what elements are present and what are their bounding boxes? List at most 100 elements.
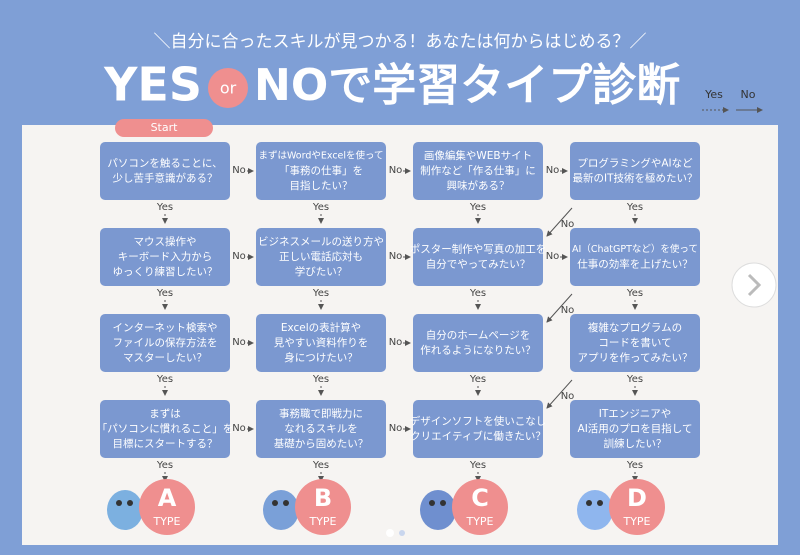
edge-label: Yes [156,202,173,213]
legend-no: No [741,88,756,101]
result-letter: B [314,484,332,512]
question-box [100,142,230,200]
question-text: なれるスキルを [284,423,358,435]
question-text: 仕事の効率を上げたい？ [577,258,693,271]
question-text: ファイルの保存方法を [113,336,218,349]
edge-label: Yes [156,374,173,385]
edge-label: No [389,423,403,434]
edge-label: Yes [312,288,329,299]
title-main: NOで学習タイプ診断 [254,60,680,111]
question-box [256,142,386,200]
question-text: コードを書いて [598,336,671,349]
edge-label: No [389,251,403,262]
question-text: 見やすい資料作りを [274,336,369,349]
edge-label: Yes [626,460,643,471]
edge-label: Yes [626,288,643,299]
question-text: マスターしたい？ [123,352,207,364]
result-circle [139,479,195,535]
mascot-eye [440,500,446,506]
question-text: AI活用のプロを目指して [578,422,693,435]
start-label: Start [151,121,179,134]
question-text: キーボード入力から [118,250,213,263]
edge-label: Yes [469,374,486,385]
question-text: 学びたい？ [295,265,348,278]
question-text: 制作など「作る仕事」に [420,164,536,177]
edge-label: Yes [626,374,643,385]
edge-label: Yes [626,202,643,213]
edge-label: No [232,165,246,176]
result-letter: C [471,484,489,512]
question-text: 画像編集やWEBサイト [424,149,532,162]
question-box [256,400,386,458]
question-text: 自分のホームページを [426,329,530,342]
edge-label: No [561,219,575,230]
edge-label: No [546,165,560,176]
question-text: AI（ChatGPTなど）を使って [572,243,698,255]
no-arrow [546,207,573,237]
question-text: クリエイティブに働きたい？ [410,430,546,443]
question-box [413,228,543,286]
question-text: 少し苦手意識がある？ [113,172,218,185]
mascot [420,490,456,530]
question-text: 「事務の仕事」を [279,164,363,177]
mascot-eye [116,500,122,506]
question-text: 身につけたい？ [284,351,358,364]
result-letter: D [627,484,647,512]
question-box [570,314,700,372]
edge-label: No [232,423,246,434]
mascot [577,490,613,530]
edge-label: Yes [312,202,329,213]
question-text: パソコンを触ることに、 [107,157,222,170]
question-text: 目指したい？ [290,179,353,192]
question-text: ITエンジニアや [599,408,672,420]
question-text: デザインソフトを使いこなし [410,415,547,428]
question-box [570,400,700,458]
result-type: TYPE [622,515,650,528]
question-text: ゆっくり練習したい？ [113,265,218,278]
mascot [263,490,299,530]
edge-label: No [232,251,246,262]
question-text: 訓練したい？ [604,437,667,450]
carousel-dot[interactable] [386,529,394,537]
question-text: プログラミングやAIなど [577,157,693,170]
carousel-next[interactable] [731,262,777,308]
edge-label: Yes [469,460,486,471]
question-text: ポスター制作や写真の加工を [410,243,547,256]
question-text: まずはWordやExcelを使って [258,150,383,162]
mascot-eye [586,500,592,506]
question-box [413,142,543,200]
edge-label: Yes [156,288,173,299]
chevron [747,273,762,297]
question-text: 自分でやってみたい？ [426,258,530,271]
legend-yes: Yes [704,88,723,101]
question-box [413,400,543,458]
question-text: インターネット検索や [113,321,218,334]
result-circle [609,479,665,535]
mascot-eye [429,500,435,506]
edge-label: Yes [312,460,329,471]
title-or: or [220,79,237,98]
carousel-dot[interactable] [399,530,405,536]
result-type: TYPE [465,515,493,528]
edge-label: No [561,305,575,316]
mascot-eye [127,500,133,506]
edge-label: Yes [469,202,486,213]
no-arrow [546,293,573,323]
start-tag [115,119,213,137]
question-box [570,142,700,200]
edge-label: No [561,391,575,402]
edge-label: No [546,251,560,262]
question-text: 目標にスタートする？ [113,437,218,450]
question-text: 基礎から固めたい？ [274,437,369,450]
question-text: 最新のIT技術を極めたい？ [572,172,697,185]
mascot-eye [597,500,603,506]
question-text: ビジネスメールの送り方や [258,235,384,248]
result-letter: A [158,484,177,512]
edge-label: Yes [469,288,486,299]
question-text: まずは [149,408,181,420]
edge-label: No [389,165,403,176]
edge-label: Yes [156,460,173,471]
no-arrow [546,379,573,409]
question-box [100,314,230,372]
question-text: アプリを作ってみたい？ [578,352,693,364]
